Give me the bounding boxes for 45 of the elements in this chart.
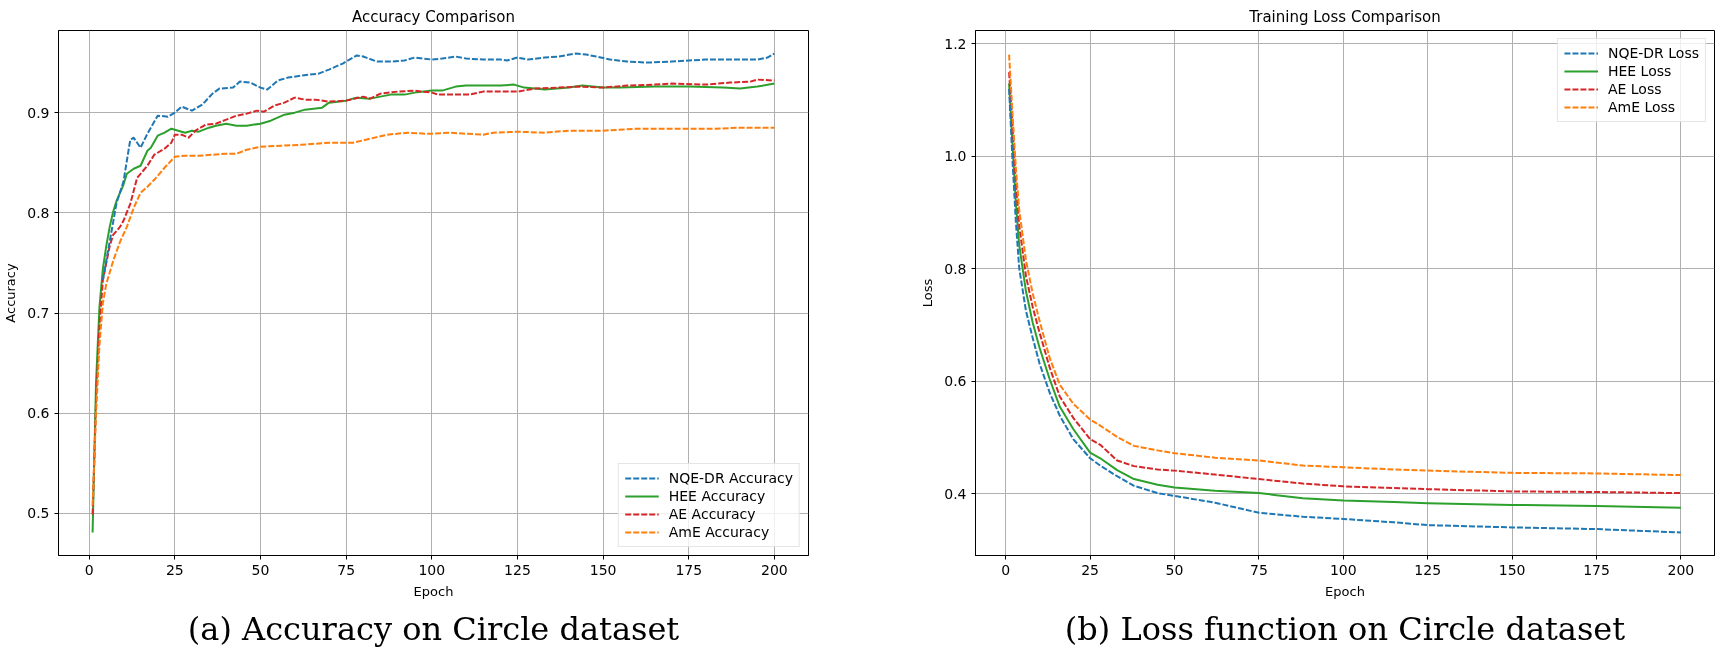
y-tick-label: 0.4 — [944, 485, 967, 502]
x-axis-title: Epoch — [1325, 583, 1365, 599]
x-tick-label: 75 — [1250, 561, 1268, 578]
y-axis-title: Accuracy — [3, 263, 19, 323]
legend-label: NQE-DR Loss — [1607, 45, 1699, 61]
y-tick-label: 0.5 — [27, 505, 50, 522]
y-tick-label: 0.9 — [27, 104, 50, 121]
x-tick-label: 200 — [761, 561, 788, 578]
text: (a) Accuracy on Circle dataset — [187, 609, 680, 648]
legend-label: AmE Accuracy — [668, 524, 770, 540]
x-tick-label: 25 — [1081, 561, 1100, 578]
y-tick-label: 0.7 — [27, 305, 50, 322]
x-tick-label: 75 — [337, 561, 356, 578]
legend-label: HEE Accuracy — [668, 488, 766, 504]
x-tick-label: 125 — [504, 561, 531, 578]
y-tick-label: 0.8 — [944, 260, 967, 277]
x-tick-label: 175 — [675, 561, 703, 578]
x-axis-title: Epoch — [413, 583, 454, 599]
x-tick-label: 150 — [589, 561, 617, 578]
legend-label: HEE Loss — [1607, 63, 1672, 79]
chart-title: Accuracy Comparison — [351, 7, 516, 26]
y-tick-label: 1.2 — [944, 35, 967, 52]
x-tick-label: 150 — [1498, 561, 1526, 578]
x-tick-label: 50 — [1165, 561, 1184, 578]
x-tick-label: 50 — [251, 561, 270, 578]
text: (b) Loss function on Circle dataset — [1064, 609, 1626, 648]
y-tick-label: 1.0 — [944, 148, 967, 165]
y-tick-label: 0.8 — [27, 204, 50, 221]
x-tick-label: 0 — [1001, 561, 1011, 578]
chart-title: Training Loss Comparison — [1248, 7, 1441, 26]
x-tick-label: 125 — [1414, 561, 1442, 578]
x-tick-label: 100 — [1329, 561, 1357, 578]
x-tick-label: 25 — [165, 561, 184, 578]
x-tick-label: 200 — [1667, 561, 1695, 578]
x-tick-label: 100 — [418, 561, 446, 578]
x-tick-label: 0 — [84, 561, 94, 578]
legend-label: NQE-DR Accuracy — [668, 470, 793, 486]
y-tick-label: 0.6 — [27, 405, 50, 422]
legend-label: AE Loss — [1607, 81, 1662, 97]
line-series — [101, 52, 776, 281]
legend-label: AE Accuracy — [668, 506, 756, 522]
legend-label: AmE Loss — [1607, 99, 1676, 115]
x-tick-label: 175 — [1583, 561, 1610, 578]
y-tick-label: 0.6 — [944, 373, 967, 390]
y-axis-title: Loss — [920, 278, 936, 308]
